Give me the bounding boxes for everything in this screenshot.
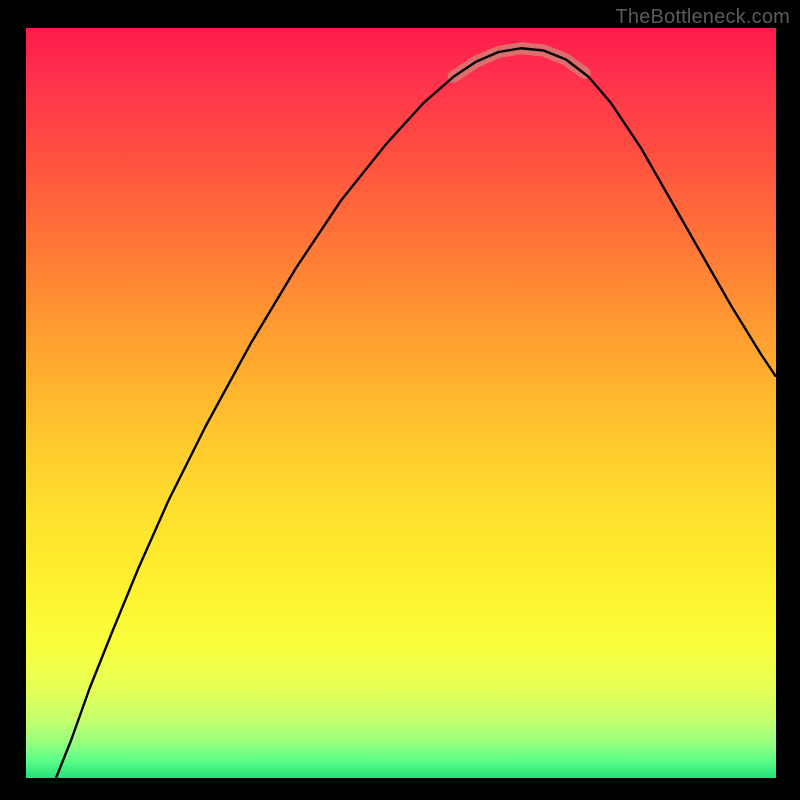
chart-overlay: [26, 28, 776, 778]
bottleneck-curve: [56, 48, 776, 778]
watermark-text: TheBottleneck.com: [615, 6, 790, 29]
